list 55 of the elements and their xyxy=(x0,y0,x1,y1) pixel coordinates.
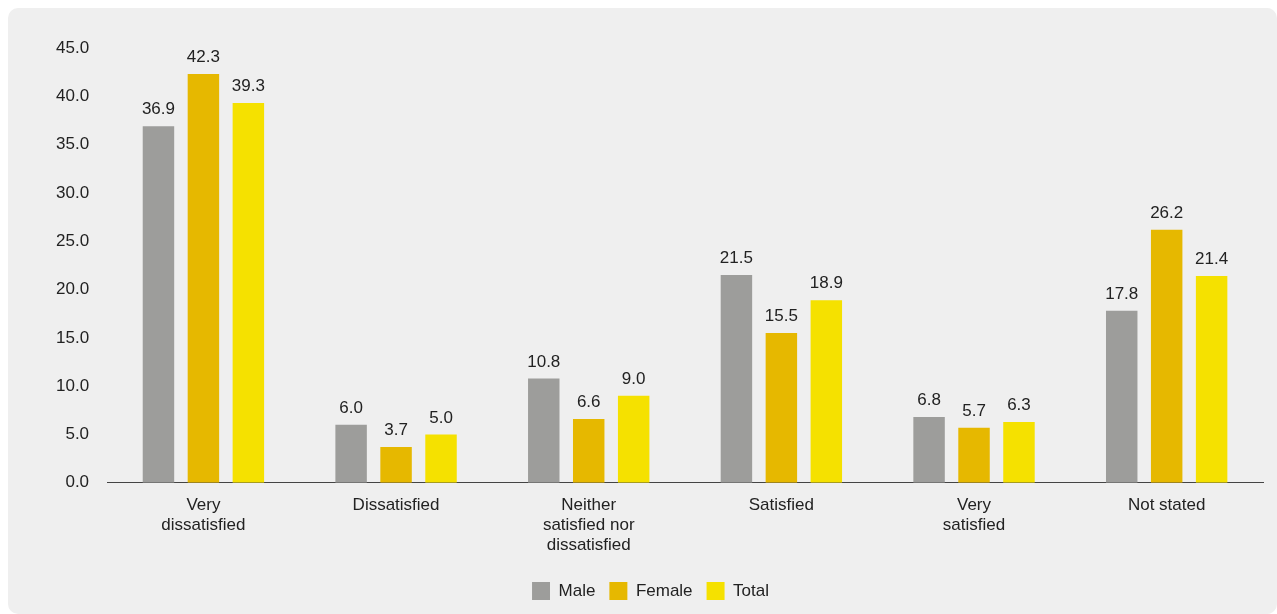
data-label: 3.7 xyxy=(384,420,408,440)
y-tick-label: 0.0 xyxy=(65,472,90,492)
data-label: 9.0 xyxy=(621,369,646,389)
bar xyxy=(335,424,367,483)
data-label: 15.5 xyxy=(764,306,798,326)
data-label: 5.7 xyxy=(962,400,986,420)
y-tick-label: 40.0 xyxy=(55,86,90,105)
data-label: 39.3 xyxy=(231,76,265,96)
bar xyxy=(810,300,843,483)
data-label: 6.8 xyxy=(917,390,941,410)
x-tick-label: Not stated xyxy=(1127,494,1206,514)
x-tick-label: Dissatisfied xyxy=(352,494,440,514)
bar xyxy=(765,333,798,483)
bar xyxy=(142,126,175,483)
x-tick-label: Very dissatisfied xyxy=(161,494,246,535)
y-tick-label: 20.0 xyxy=(55,279,90,299)
bar xyxy=(380,447,412,483)
data-label: 42.3 xyxy=(186,47,220,67)
legend-label: Female xyxy=(635,580,693,600)
data-label: 5.0 xyxy=(429,407,453,427)
bar xyxy=(1150,229,1183,483)
y-tick-label: 5.0 xyxy=(65,424,90,444)
bar xyxy=(425,434,457,483)
data-label: 21.5 xyxy=(719,248,753,268)
y-tick-label: 30.0 xyxy=(55,182,90,202)
y-tick-label: 25.0 xyxy=(55,230,90,250)
data-label: 17.8 xyxy=(1105,284,1139,303)
bar xyxy=(1003,421,1035,483)
data-label: 10.8 xyxy=(527,351,561,371)
bar xyxy=(187,74,220,483)
data-label: 6.6 xyxy=(576,392,601,412)
legend-label: Total xyxy=(733,580,769,600)
x-tick-label: Neither satisfied nor dissatisfied xyxy=(542,494,635,555)
y-tick-label: 35.0 xyxy=(55,134,90,154)
x-tick-label: Very satisfied xyxy=(942,494,1006,535)
bar xyxy=(528,378,560,483)
bar xyxy=(913,417,945,483)
bar xyxy=(720,275,753,483)
bar xyxy=(1195,276,1228,483)
bar xyxy=(958,427,990,483)
bar xyxy=(232,103,265,483)
data-label: 36.9 xyxy=(141,99,176,119)
data-label: 18.9 xyxy=(809,273,843,293)
x-tick-label: Satisfied xyxy=(748,494,814,514)
y-tick-label: 15.0 xyxy=(55,327,90,347)
y-tick-label: 45.0 xyxy=(55,37,90,57)
bar xyxy=(1105,310,1138,483)
data-label: 21.4 xyxy=(1195,249,1229,269)
data-label: 6.3 xyxy=(1007,395,1031,415)
bar xyxy=(617,395,650,483)
data-label: 6.0 xyxy=(339,398,363,418)
y-tick-label: 10.0 xyxy=(55,375,90,395)
bar xyxy=(572,419,605,483)
legend-label: Male xyxy=(558,580,596,600)
data-label: 26.2 xyxy=(1150,202,1184,222)
